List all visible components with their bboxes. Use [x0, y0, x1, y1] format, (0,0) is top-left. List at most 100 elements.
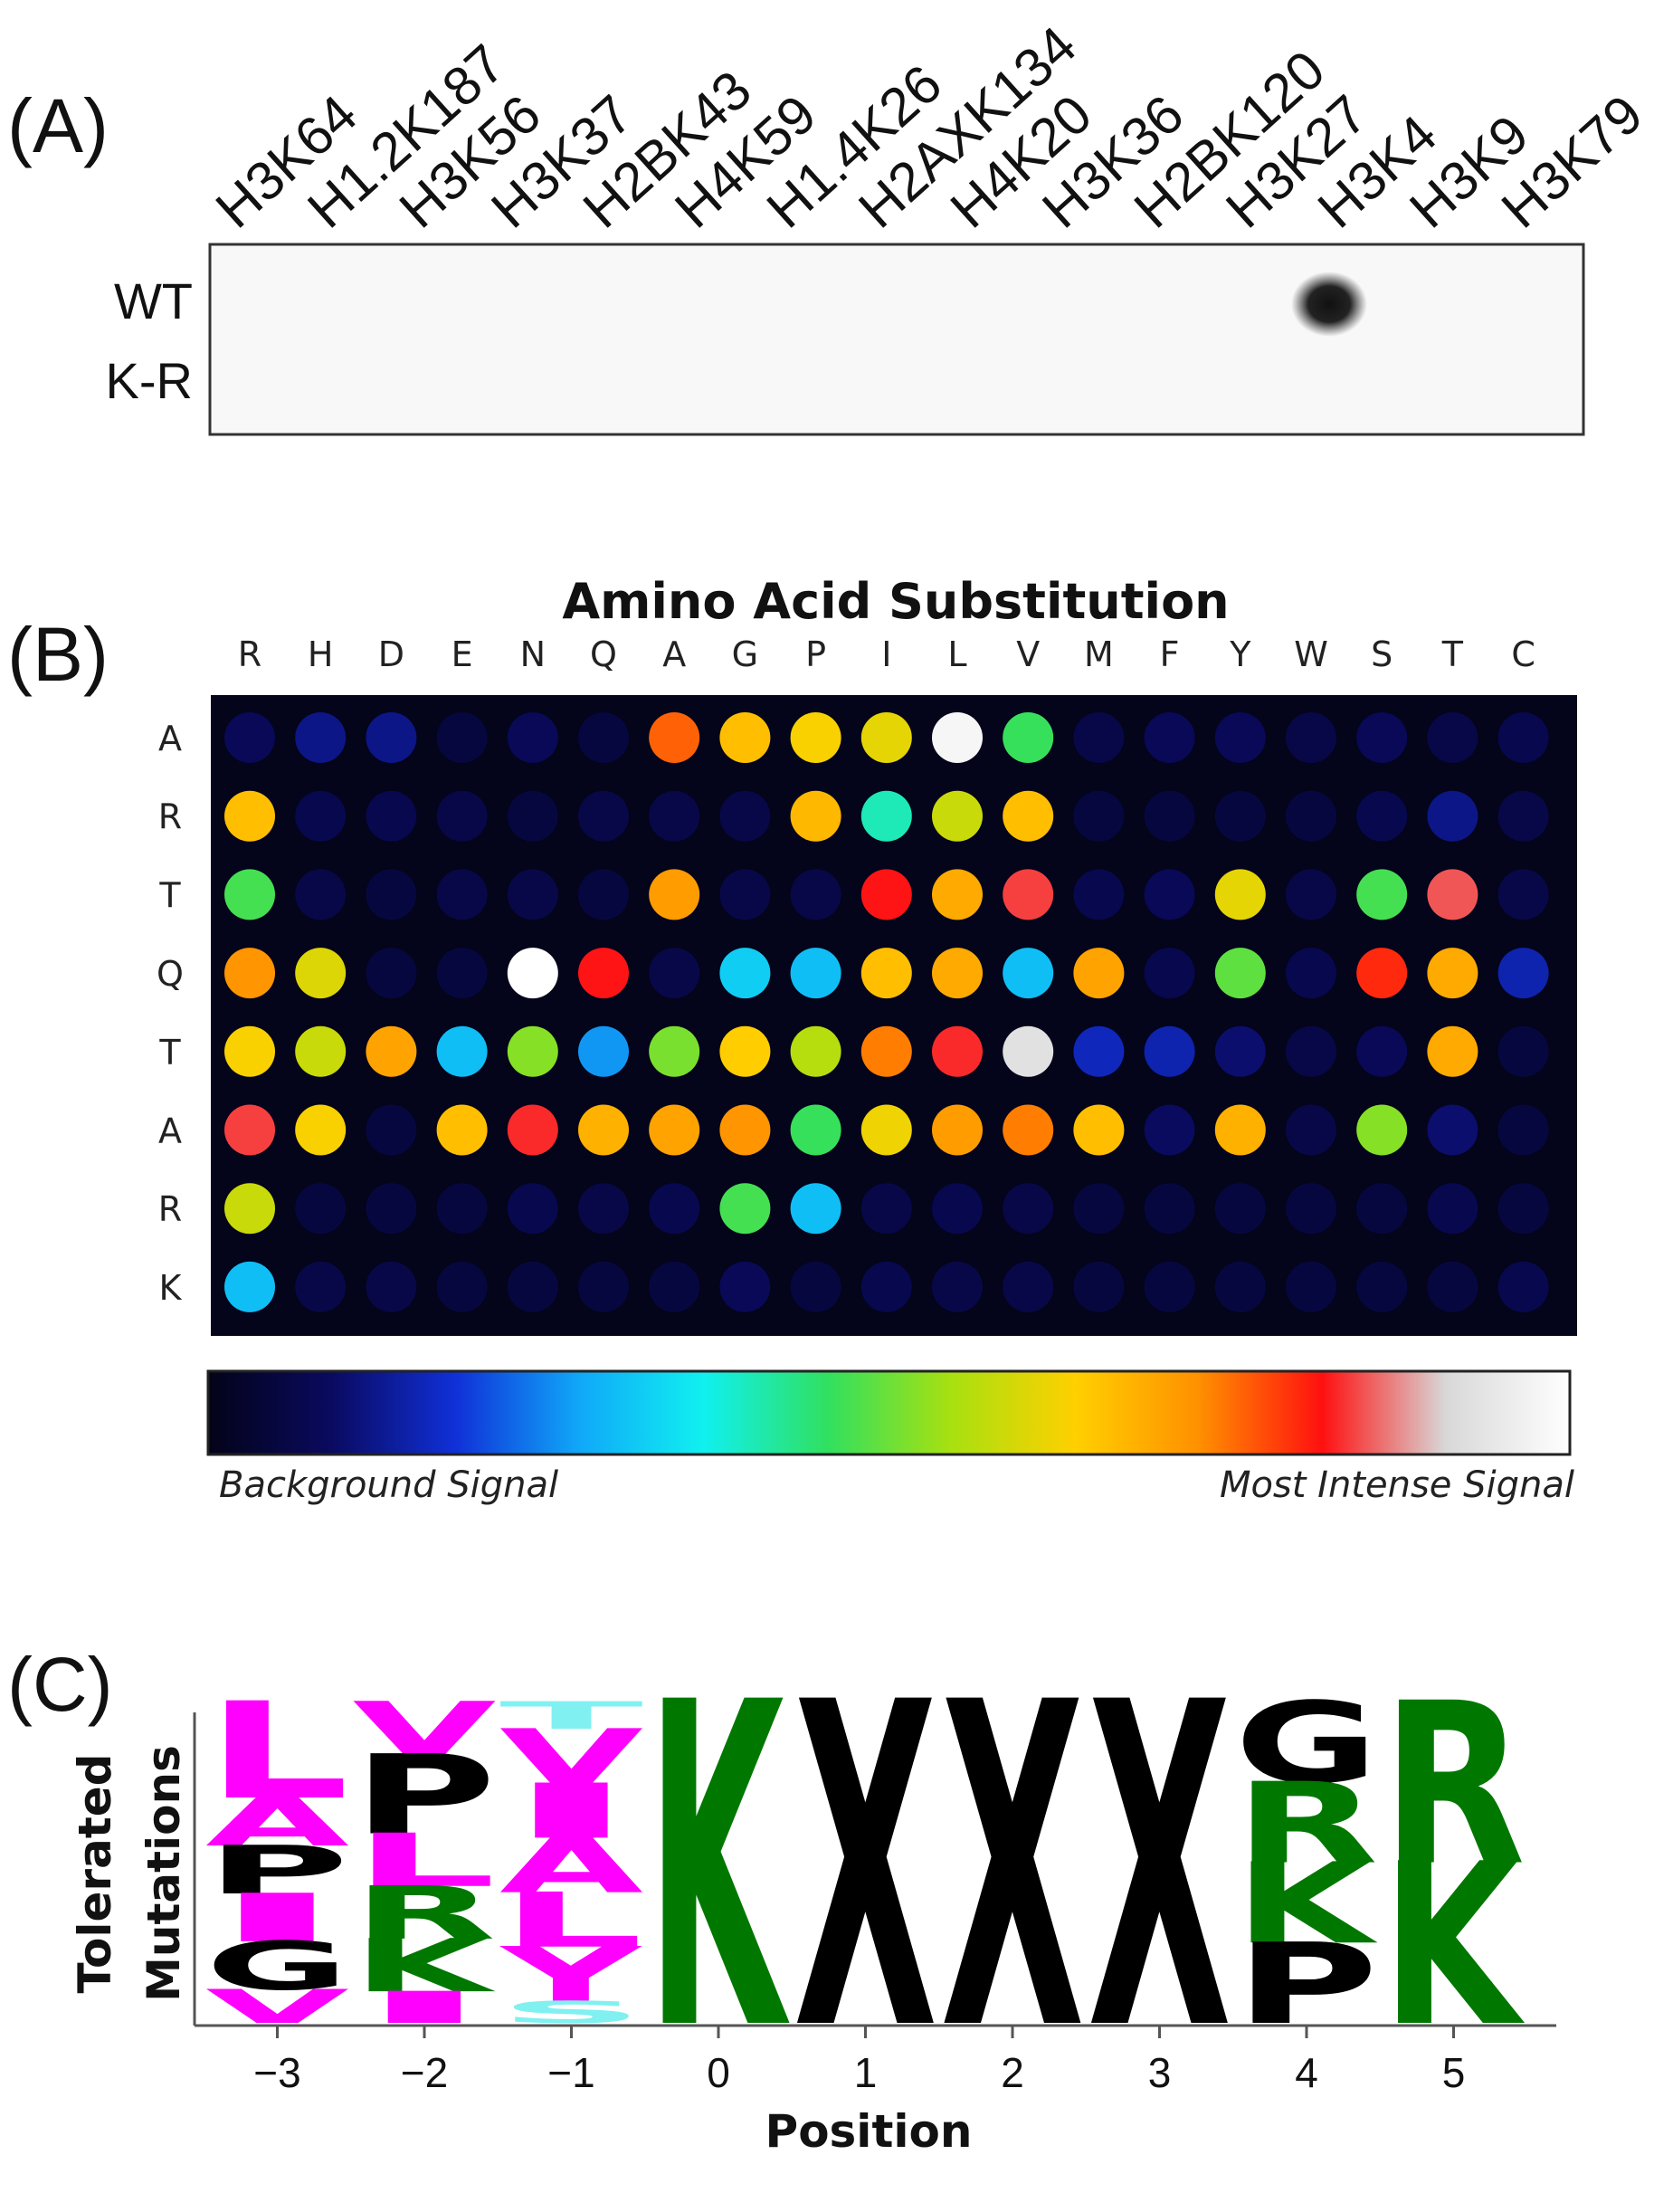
array-spot-r3-h — [295, 869, 347, 920]
array-spot-r4-g — [719, 948, 771, 999]
colorbar-low-label: Background Signal — [219, 1464, 558, 1506]
array-spot-r5-e — [436, 1025, 488, 1077]
array-spot-r5-p — [790, 1025, 841, 1077]
array-spot-r2-f — [1144, 790, 1195, 842]
column-label-d: D — [378, 634, 404, 674]
array-spot-r5-m — [1073, 1025, 1125, 1077]
array-spot-r8-m — [1073, 1261, 1125, 1312]
array-spot-r3-f — [1144, 869, 1195, 920]
array-spot-r8-w — [1286, 1261, 1336, 1312]
array-spot-r5-g — [719, 1025, 771, 1077]
array-spot-r6-l — [932, 1104, 983, 1156]
array-spot-r8-n — [507, 1261, 558, 1312]
site-labels: H3K64H1.2K187H3K56H3K37H2BK43H4K59H1.4K2… — [204, 14, 1654, 239]
row-label-4-q: Q — [157, 954, 184, 994]
array-spot-r1-g — [719, 712, 771, 763]
tick-label-8: 5 — [1442, 2049, 1466, 2096]
x-axis-label: Position — [765, 2105, 973, 2158]
array-spot-r2-h — [295, 790, 347, 842]
array-spot-r4-m — [1073, 948, 1125, 999]
array-spot-r5-n — [507, 1025, 558, 1077]
array-spot-r6-h — [295, 1104, 347, 1156]
array-spot-r7-v — [1003, 1183, 1054, 1235]
array-spot-r4-w — [1286, 948, 1336, 999]
array-spot-r8-y — [1214, 1261, 1266, 1312]
array-spot-r7-l — [932, 1183, 983, 1235]
array-spot-r7-r — [224, 1183, 275, 1235]
array-spot-r5-h — [295, 1025, 347, 1077]
array-spot-r2-c — [1497, 790, 1549, 842]
array-spot-r4-h — [295, 948, 347, 999]
array-spot-r1-w — [1286, 712, 1336, 763]
logo-letter-pos0-a-1: A — [205, 1784, 349, 1861]
array-spots — [224, 712, 1549, 1312]
array-spot-r2-l — [932, 790, 983, 842]
row-label-5-t: T — [158, 1033, 181, 1073]
logo-letter-pos7-k-2: K — [1235, 1839, 1378, 1969]
array-spot-r1-a — [649, 712, 700, 763]
array-spot-r2-t — [1427, 790, 1478, 842]
array-spot-r6-s — [1356, 1104, 1408, 1156]
tick-label-1: −2 — [401, 2049, 448, 2096]
panel-a-label: (A) — [7, 83, 109, 168]
array-spot-r3-v — [1003, 869, 1054, 920]
array-spot-r1-d — [366, 712, 417, 763]
array-spot-r3-i — [860, 869, 912, 920]
array-spot-r1-q — [578, 712, 629, 763]
array-spot-r2-p — [790, 790, 841, 842]
panel-c: (C) Tolerated Mutations LAPIGVVPLRKITVIA… — [7, 1609, 1556, 2158]
array-spot-r2-d — [366, 790, 417, 842]
column-label-w: W — [1294, 634, 1328, 674]
array-spot-r1-s — [1356, 712, 1408, 763]
array-spot-r1-v — [1003, 712, 1054, 763]
array-spot-r8-g — [719, 1261, 771, 1312]
logo-letter-pos2-t-0: T — [499, 1694, 643, 1738]
array-spot-r8-a — [649, 1261, 700, 1312]
array-spot-r8-v — [1003, 1261, 1054, 1312]
column-label-s: S — [1371, 634, 1393, 674]
array-spot-r6-t — [1427, 1104, 1478, 1156]
y-axis-label-line1: Tolerated — [69, 1754, 121, 1994]
array-spot-r2-i — [860, 790, 912, 842]
colorbar — [206, 1369, 1572, 1456]
array-spot-r2-m — [1073, 790, 1125, 842]
array-spot-r6-q — [578, 1104, 629, 1156]
array-spot-r5-i — [860, 1025, 912, 1077]
array-spot-r3-w — [1286, 869, 1336, 920]
array-spot-r6-n — [507, 1104, 558, 1156]
logo-letter-pos1-k-4: K — [353, 1924, 496, 2009]
array-spot-r5-l — [932, 1025, 983, 1077]
array-spot-r6-y — [1214, 1104, 1266, 1156]
array-spot-r7-a — [649, 1183, 700, 1235]
array-spot-r8-d — [366, 1261, 417, 1312]
array-spot-r7-q — [578, 1183, 629, 1235]
column-label-f: F — [1160, 634, 1180, 674]
logo-letter-pos8-r-0: R — [1382, 1655, 1526, 1915]
array-spot-r4-q — [578, 948, 629, 999]
logo-letter-pos2-v-1: V — [499, 1712, 643, 1801]
array-spot-r4-n — [507, 948, 558, 999]
logo-letter-pos2-y-5: Y — [499, 1931, 642, 2020]
array-spot-r3-g — [719, 869, 771, 920]
logo-letter-pos7-g-0: G — [1235, 1679, 1379, 1809]
column-label-a: A — [662, 634, 686, 674]
array-spot-r3-t — [1427, 869, 1478, 920]
array-spot-r1-r — [224, 712, 275, 763]
tick-label-4: 1 — [854, 2049, 878, 2096]
logo-letter-pos2-a-3: A — [499, 1822, 643, 1911]
array-spot-r7-s — [1356, 1183, 1408, 1235]
row-label-3-t: T — [158, 875, 181, 915]
tick-label-3: 0 — [707, 2049, 730, 2096]
array-spot-r5-s — [1356, 1025, 1408, 1077]
position-ticks: −3 −2 −1 0 1 2 3 4 5 — [253, 2026, 1465, 2096]
array-spot-r6-e — [436, 1104, 488, 1156]
array-spot-r5-c — [1497, 1025, 1549, 1077]
array-spot-r4-r — [224, 948, 275, 999]
array-spot-r4-i — [860, 948, 912, 999]
array-spot-r3-d — [366, 869, 417, 920]
array-spot-r6-i — [860, 1104, 912, 1156]
array-spot-r8-q — [578, 1261, 629, 1312]
array-spot-r8-h — [295, 1261, 347, 1312]
